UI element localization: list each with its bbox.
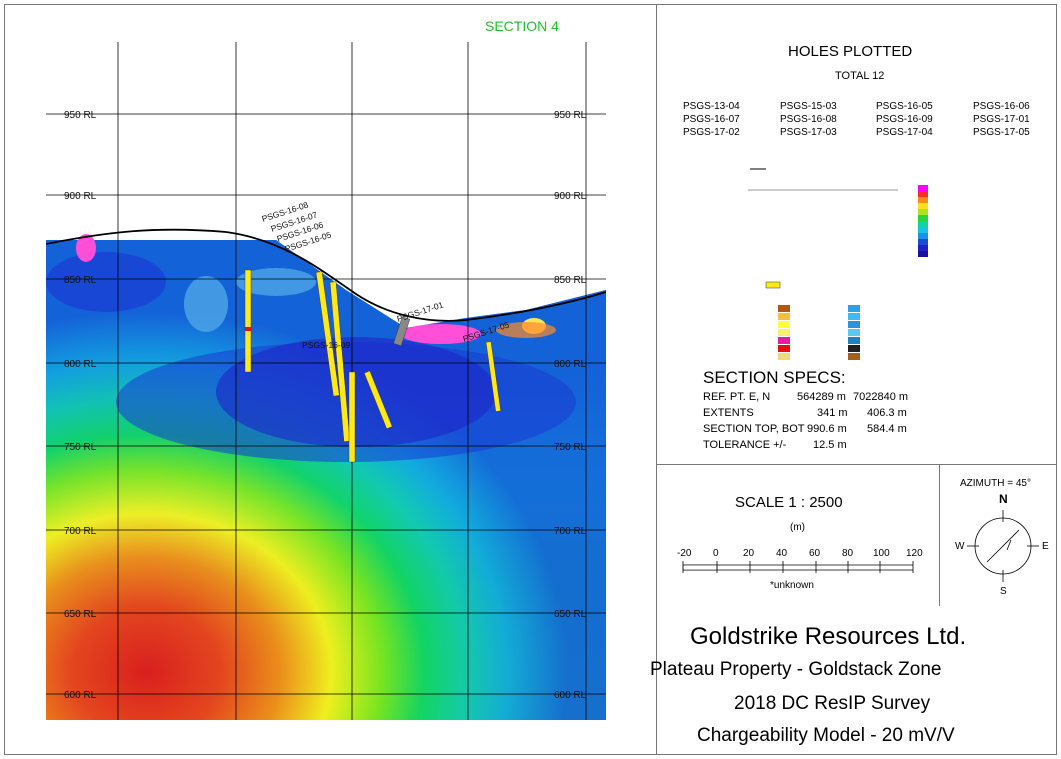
scale-tick-label: 40 <box>776 548 788 559</box>
svg-text:650 RL: 650 RL <box>554 609 587 620</box>
hole-entry: PSGS-17-04 <box>876 127 933 138</box>
spec-label: EXTENTS <box>703 407 754 419</box>
hole-entry: PSGS-17-02 <box>683 127 740 138</box>
compass-s: S <box>1000 586 1007 596</box>
model-title: Chargeability Model - 20 mV/V <box>697 725 955 746</box>
survey-title: 2018 DC ResIP Survey <box>734 693 931 714</box>
map-frame <box>4 4 1057 755</box>
svg-text:600 RL: 600 RL <box>554 690 587 701</box>
section-specs-title: SECTION SPECS: <box>703 368 846 387</box>
svg-text:600 RL: 600 RL <box>64 690 97 701</box>
compass-rose: N E S W <box>955 492 1049 596</box>
panel-divider <box>656 4 657 755</box>
spec-value: 341 m <box>817 407 848 419</box>
spec-value: 406.3 m <box>867 407 907 419</box>
svg-text:850 RL: 850 RL <box>64 275 97 286</box>
holes-total: TOTAL 12 <box>835 70 885 82</box>
scale-title: SCALE 1 : 2500 <box>735 494 843 511</box>
spec-value: 7022840 m <box>853 391 909 403</box>
compass-w: W <box>955 541 965 552</box>
hole-entry: PSGS-17-01 <box>973 114 1030 125</box>
svg-text:900 RL: 900 RL <box>554 191 587 202</box>
scale-tick-label: 120 <box>906 548 923 559</box>
scale-tick-label: 100 <box>873 548 890 559</box>
elevation-labels-right: 950 RL 900 RL 850 RL 800 RL 750 RL 700 R… <box>554 110 587 701</box>
svg-text:750 RL: 750 RL <box>554 442 587 453</box>
hole-entry: PSGS-16-05 <box>876 101 933 112</box>
spec-value: 584.4 m <box>867 423 907 435</box>
compass-divider <box>939 464 940 606</box>
svg-text:750 RL: 750 RL <box>64 442 97 453</box>
topography-line <box>46 228 606 322</box>
spec-label: SECTION TOP, BOT <box>703 423 805 435</box>
compass-e: E <box>1042 541 1049 552</box>
hole-entry: PSGS-16-08 <box>780 114 837 125</box>
section-label: SECTION 4 <box>485 18 559 34</box>
hole-entry: PSGS-16-06 <box>973 101 1030 112</box>
scale-tick-label: 20 <box>743 548 755 559</box>
azimuth-label: AZIMUTH = 45° <box>960 478 1031 489</box>
hole-entry: PSGS-16-07 <box>683 114 740 125</box>
hole-entry: PSGS-13-04 <box>683 101 740 112</box>
elevation-labels-left: 950 RL 900 RL 850 RL 800 RL 750 RL 700 R… <box>64 110 97 701</box>
svg-text:700 RL: 700 RL <box>554 526 587 537</box>
svg-text:950 RL: 950 RL <box>64 110 97 121</box>
color-scale <box>918 185 928 257</box>
scale-note: *unknown <box>770 580 814 591</box>
hole-entry: PSGS-17-05 <box>973 127 1030 138</box>
hole-entry: PSGS-16-09 <box>876 114 933 125</box>
svg-text:800 RL: 800 RL <box>64 359 97 370</box>
scale-tick-label: 80 <box>842 548 854 559</box>
panel-divider-horizontal <box>656 464 1057 465</box>
scale-tick-label: -20 <box>677 548 692 559</box>
svg-text:850 RL: 850 RL <box>554 275 587 286</box>
chargeability-section-plot: PSGS-16-08 PSGS-16-07 PSGS-16-06 PSGS-16… <box>46 42 606 720</box>
scale-unit: (m) <box>790 522 805 533</box>
hole-entry: PSGS-15-03 <box>780 101 837 112</box>
project-title: Plateau Property - Goldstack Zone <box>650 659 942 680</box>
spec-value: 564289 m <box>797 391 846 403</box>
spec-label: TOLERANCE +/- <box>703 439 787 451</box>
spec-value: 990.6 m <box>807 423 847 435</box>
spec-label: REF. PT. E, N <box>703 391 771 403</box>
svg-text:950 RL: 950 RL <box>554 110 587 121</box>
svg-text:800 RL: 800 RL <box>554 359 587 370</box>
svg-text:650 RL: 650 RL <box>64 609 97 620</box>
drill-holes <box>244 269 501 463</box>
compass-n: N <box>999 492 1008 506</box>
spec-value: 12.5 m <box>813 439 847 451</box>
legend-graphic <box>748 168 928 360</box>
hole-label: PSGS-16-09 <box>302 340 350 350</box>
lithology-swatches <box>778 305 860 360</box>
scale-tick-label: 60 <box>809 548 821 559</box>
hole-entry: PSGS-17-03 <box>780 127 837 138</box>
holes-plotted-title: HOLES PLOTTED <box>788 43 913 60</box>
scale-tick-label: 0 <box>713 548 719 559</box>
company-name: Goldstrike Resources Ltd. <box>690 623 967 650</box>
scale-bar <box>682 561 914 573</box>
svg-text:700 RL: 700 RL <box>64 526 97 537</box>
svg-text:900 RL: 900 RL <box>64 191 97 202</box>
